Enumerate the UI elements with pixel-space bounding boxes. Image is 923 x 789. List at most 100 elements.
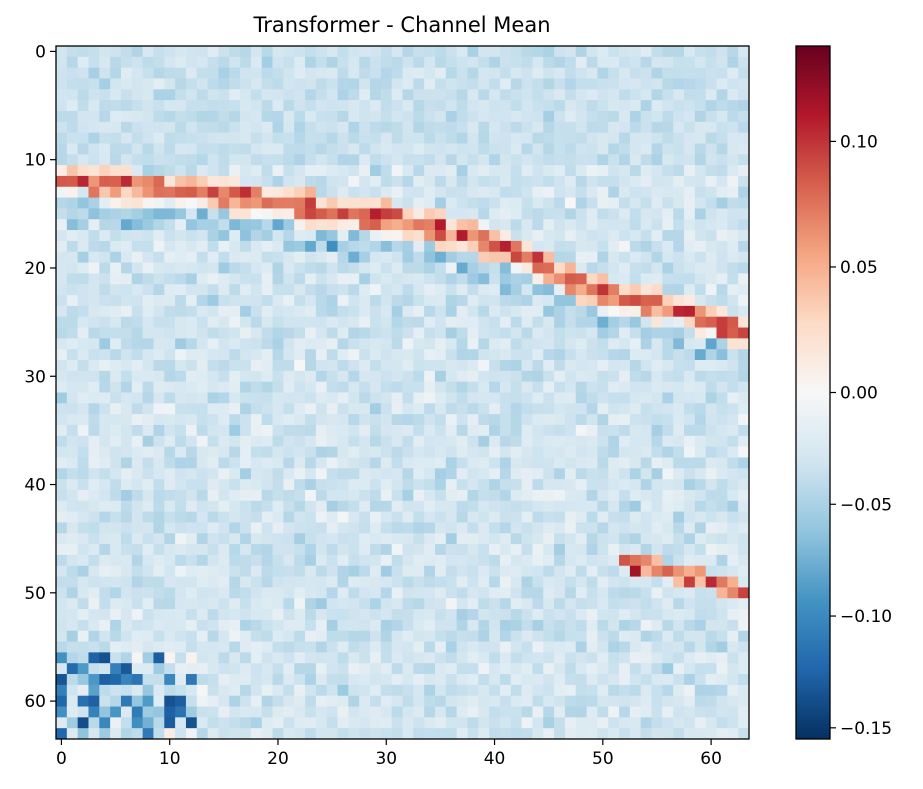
heatmap-cell (110, 89, 122, 101)
heatmap-cell (56, 338, 68, 350)
heatmap-cell (380, 684, 393, 697)
heatmap-cell (608, 89, 620, 101)
heatmap-cell (629, 392, 642, 404)
heatmap-cell (283, 295, 295, 307)
heatmap-cell (619, 78, 631, 90)
heatmap-cell (467, 424, 479, 437)
heatmap-cell (478, 489, 490, 502)
heatmap-cell (77, 717, 89, 729)
heatmap-cell (684, 208, 696, 220)
heatmap-cell (727, 468, 739, 480)
heatmap-cell (608, 349, 620, 361)
heatmap-cell (229, 327, 241, 339)
heatmap-cell (456, 121, 468, 134)
heatmap-cell (705, 457, 717, 469)
heatmap-cell (554, 609, 566, 621)
heatmap-cell (326, 175, 338, 188)
heatmap-cell (445, 338, 458, 350)
heatmap-cell (142, 576, 154, 588)
heatmap-cell (56, 576, 68, 588)
heatmap-cell (402, 219, 414, 231)
heatmap-cell (727, 511, 739, 523)
heatmap-cell (261, 598, 273, 610)
heatmap-cell (175, 100, 187, 112)
heatmap-cell (445, 554, 458, 567)
heatmap-cell (207, 479, 219, 491)
heatmap-cell (619, 370, 631, 383)
heatmap-cell (229, 468, 241, 480)
heatmap-cell (445, 175, 458, 188)
heatmap-cell (402, 143, 414, 155)
heatmap-cell (77, 500, 89, 513)
heatmap-cell (705, 219, 717, 231)
heatmap-cell (142, 565, 154, 577)
heatmap-cell (629, 684, 642, 697)
heatmap-cell (489, 533, 501, 545)
heatmap-cell (326, 219, 338, 231)
heatmap-cell (391, 143, 403, 155)
heatmap-cell (261, 154, 273, 166)
heatmap-cell (478, 424, 490, 437)
heatmap-cell (510, 544, 523, 556)
heatmap-cell (456, 468, 468, 480)
heatmap-cell (424, 533, 436, 545)
heatmap-cell (619, 619, 631, 632)
heatmap-cell (586, 154, 598, 166)
heatmap-cell (619, 609, 631, 621)
heatmap-cell (554, 56, 566, 69)
heatmap-cell (196, 46, 208, 58)
heatmap-cell (261, 143, 273, 155)
heatmap-cell (640, 327, 652, 339)
heatmap-cell (543, 630, 555, 642)
heatmap-cell (499, 316, 512, 328)
heatmap-cell (738, 674, 750, 686)
heatmap-cell (56, 533, 68, 545)
heatmap-cell (380, 728, 393, 740)
heatmap-cell (164, 619, 176, 632)
heatmap-cell (250, 674, 263, 686)
heatmap-cell (120, 717, 133, 729)
heatmap-cell (66, 219, 79, 231)
x-tick-label: 20 (267, 749, 289, 769)
heatmap-cell (391, 684, 403, 697)
heatmap-cell (716, 619, 728, 632)
heatmap-cell (673, 424, 685, 437)
heatmap-cell (564, 208, 577, 220)
heatmap-cell (564, 706, 577, 718)
heatmap-cell (662, 500, 674, 513)
heatmap-cell (456, 186, 468, 198)
heatmap-cell (348, 641, 360, 653)
heatmap-cell (521, 706, 533, 718)
heatmap-cell (456, 56, 468, 69)
heatmap-cell (175, 652, 187, 664)
heatmap-cell (575, 706, 587, 718)
heatmap-cell (56, 46, 68, 58)
heatmap-cell (499, 89, 512, 101)
heatmap-cell (207, 349, 219, 361)
heatmap-cell (532, 327, 544, 339)
heatmap-cell (88, 674, 100, 686)
heatmap-cell (175, 403, 187, 415)
heatmap-cell (370, 663, 382, 675)
heatmap-cell (662, 533, 674, 545)
heatmap-cell (673, 663, 685, 675)
heatmap-cell (597, 457, 609, 469)
heatmap-cell (240, 46, 252, 58)
heatmap-cell (77, 684, 89, 697)
heatmap-cell (478, 327, 490, 339)
heatmap-cell (88, 414, 100, 426)
heatmap-cell (131, 522, 144, 534)
heatmap-cell (651, 414, 663, 426)
heatmap-cell (261, 717, 273, 729)
heatmap-cell (185, 544, 198, 556)
heatmap-cell (445, 457, 458, 469)
heatmap-cell (521, 100, 533, 112)
heatmap-cell (651, 652, 663, 664)
heatmap-cell (348, 208, 360, 220)
heatmap-cell (120, 121, 133, 134)
heatmap-cell (478, 533, 490, 545)
heatmap-cell (229, 370, 241, 383)
heatmap-cell (164, 154, 176, 166)
heatmap-cell (619, 305, 631, 318)
heatmap-cell (499, 273, 512, 285)
